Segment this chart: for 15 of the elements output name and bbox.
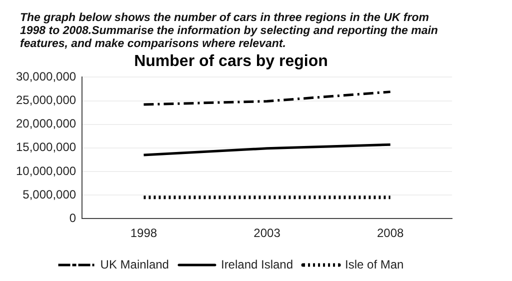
y-tick-label: 15,000,000: [16, 140, 76, 154]
x-tick-label: 2003: [254, 226, 281, 240]
legend-label: Isle of Man: [345, 257, 404, 272]
chart-title: Number of cars by region: [134, 53, 328, 70]
y-tick-label: 5,000,000: [22, 187, 76, 202]
y-tick-label: 30,000,000: [16, 70, 76, 84]
y-tick-label: 0: [69, 210, 76, 225]
y-tick-label: 10,000,000: [16, 164, 76, 178]
x-tick-label: 2008: [376, 226, 404, 240]
legend-label: Ireland Island: [220, 257, 294, 272]
legend-label: UK Mainland: [100, 257, 169, 272]
y-tick-label: 25,000,000: [16, 93, 76, 108]
x-tick-label: 1998: [130, 226, 158, 240]
text: The graph below shows the number of cars in three regions in the UK from 1998 to 2008.Summarise the information by selecting and reporting the main features, and make comparisons where relevant.: [20, 12, 439, 51]
y-tick-label: 20,000,000: [16, 116, 76, 131]
